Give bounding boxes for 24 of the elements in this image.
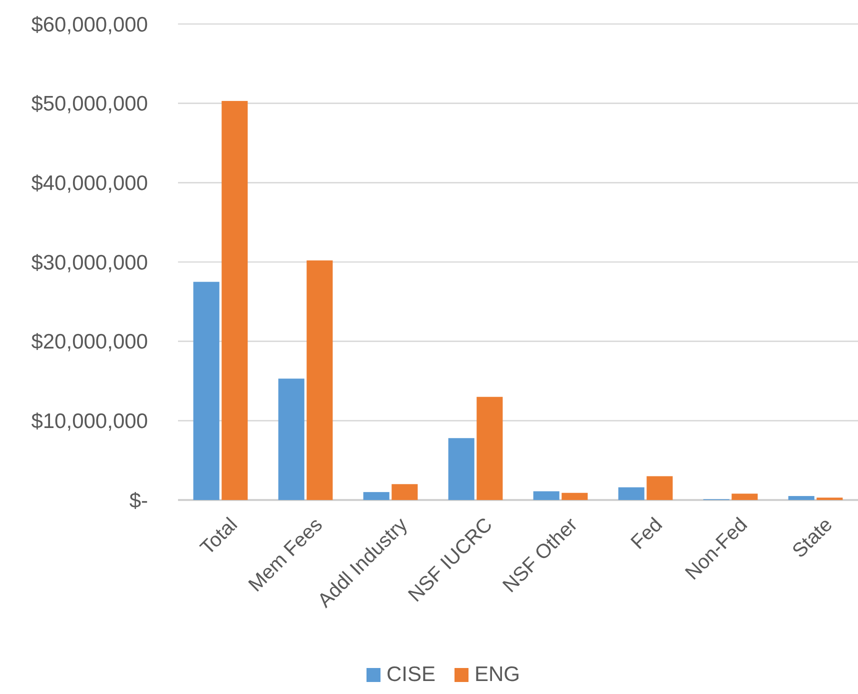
y-tick-label: $10,000,000: [31, 410, 148, 434]
bar: [562, 492, 588, 500]
bar: [193, 282, 220, 500]
legend-label: ENG: [474, 663, 520, 686]
bar: [533, 491, 560, 500]
y-tick-label: $40,000,000: [31, 172, 148, 196]
y-tick-label: $20,000,000: [31, 330, 148, 354]
bar: [732, 494, 758, 500]
bar: [278, 378, 304, 500]
y-tick-label: $-: [129, 489, 148, 512]
bar: [788, 496, 814, 500]
bar: [306, 260, 333, 500]
bar: [476, 396, 503, 500]
y-tick-label: $30,000,000: [31, 251, 148, 274]
bar: [363, 492, 390, 500]
y-tick-label: $60,000,000: [31, 13, 148, 36]
bar: [646, 476, 673, 500]
bar: [222, 100, 248, 500]
legend-label: CISE: [386, 663, 436, 686]
bar: [618, 487, 644, 500]
y-tick-label: $50,000,000: [31, 92, 148, 116]
bar: [392, 484, 418, 500]
x-tick-label: Fed: [627, 514, 667, 554]
bar: [448, 438, 474, 500]
